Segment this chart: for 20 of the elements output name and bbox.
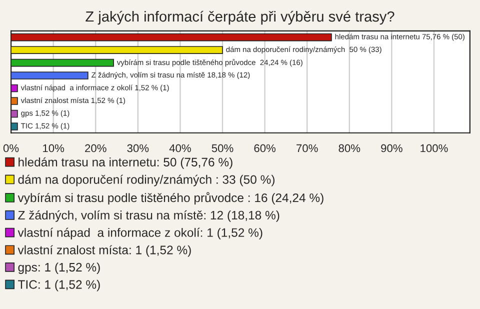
x-tick-label: 30% <box>127 144 149 152</box>
legend-label: TIC: 1 (1,52 %) <box>18 280 100 292</box>
legend-label: vybírám si trasu podle tištěného průvodce : 16 (24,24 %) <box>18 192 324 205</box>
legend-label: vlastní znalost místa: 1 (1,52 %) <box>18 245 191 257</box>
x-tick-label: 60% <box>254 144 276 152</box>
legend-label: gps: 1 (1,52 %) <box>18 262 100 274</box>
legend-label: Z žádných, volím si trasu na místě: 12 (18,18 %) <box>18 210 280 222</box>
legend-label: hledám trasu na internetu: 50 (75,76 %) <box>18 157 232 169</box>
x-tick-label: 0% <box>3 144 19 152</box>
chart-title: Z jakých informací čerpáte při výběru své trasy? <box>86 10 394 25</box>
x-tick-label: 80% <box>338 144 360 152</box>
x-tick-label: 100% <box>420 144 448 152</box>
x-tick-label: 40% <box>169 144 191 152</box>
legend-label: dám na doporučení rodiny/známých : 33 (50 %) <box>18 174 274 186</box>
x-tick-label: 50% <box>212 144 234 152</box>
legend-label: vlastní nápad a informace z okolí: 1 (1,52 %) <box>18 228 262 240</box>
x-tick-label: 90% <box>381 144 402 152</box>
x-tick-label: 20% <box>85 144 106 152</box>
x-tick-label: 10% <box>43 144 64 152</box>
x-tick-label: 70% <box>296 144 318 152</box>
